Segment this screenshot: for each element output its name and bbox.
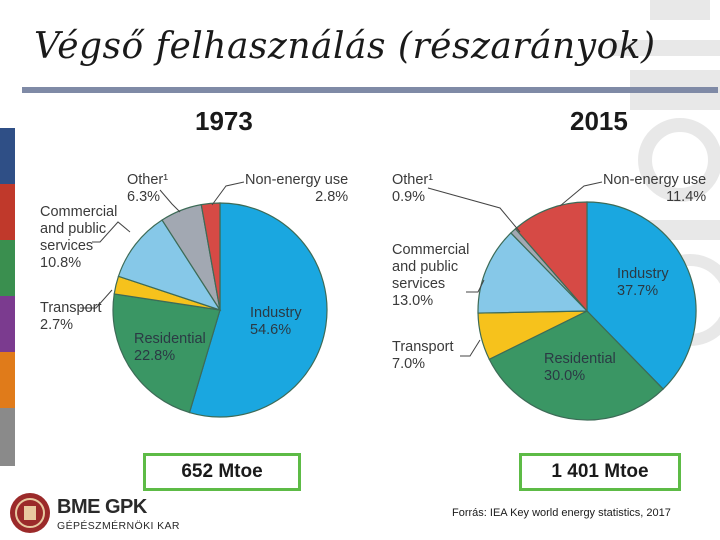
page-title: Végső felhasználás (részarányok) [34, 26, 656, 67]
leader-line-2015-nonenergy [559, 181, 603, 207]
label-2015-industry: Industry 37.7% [617, 266, 669, 299]
label-2015-nonenergy: Non-energy use 11.4% [603, 172, 707, 205]
pie-slice-2015-commercial [477, 232, 589, 314]
leader-line-1973-other [159, 189, 181, 213]
pie-slice-1973-industry [188, 202, 328, 418]
pie-slice-1973-commercial [117, 219, 222, 312]
label-1973-other: Other¹ 6.3% [127, 172, 169, 205]
leader-line-1973-commercial [92, 221, 131, 243]
label-2015-commercial: Commercial and public services 13.0% [392, 242, 470, 309]
leader-line-2015-commercial [466, 279, 485, 293]
bme-gpk-logo: BME GPK [57, 496, 147, 518]
label-1973-commercial: Commercial and public services 10.8% [40, 204, 118, 271]
pie-slice-2015-industry [586, 201, 697, 390]
side-stripe-3 [0, 240, 15, 296]
side-stripe-6 [0, 408, 15, 466]
title-underline [22, 87, 718, 93]
bme-seal-icon [10, 493, 50, 533]
side-stripe-2 [0, 184, 15, 240]
label-1973-nonenergy: Non-energy use 2.8% [245, 172, 349, 205]
label-1973-transport: Transport 2.7% [40, 300, 102, 333]
leader-line-1973-nonenergy [211, 181, 245, 206]
leader-line-2015-other [427, 187, 521, 233]
side-stripe-4 [0, 296, 15, 352]
label-2015-residential: Residential 30.0% [544, 351, 616, 384]
label-2015-other: Other¹ 0.9% [392, 172, 434, 205]
leader-line-1973-transport [80, 289, 113, 309]
label-1973-residential: Residential 22.8% [134, 331, 206, 364]
side-stripe-1 [0, 128, 15, 184]
pie-slice-1973-nonenergy [200, 202, 221, 311]
side-stripe-5 [0, 352, 15, 408]
chart-1973-title: 1973 [195, 106, 253, 136]
faculty-name: GÉPÉSZMÉRNÖKI KAR [57, 520, 180, 532]
chart-2015-title: 2015 [570, 106, 628, 136]
label-2015-transport: Transport 7.0% [392, 339, 454, 372]
source-citation: Forrás: IEA Key world energy statistics,… [452, 507, 671, 519]
total-1973-box: 652 Mtoe [143, 453, 301, 491]
total-2015-box: 1 401 Mtoe [519, 453, 681, 491]
pie-slice-1973-residential [112, 293, 221, 414]
leader-line-2015-transport [460, 339, 481, 357]
label-1973-industry: Industry 54.6% [250, 305, 302, 338]
